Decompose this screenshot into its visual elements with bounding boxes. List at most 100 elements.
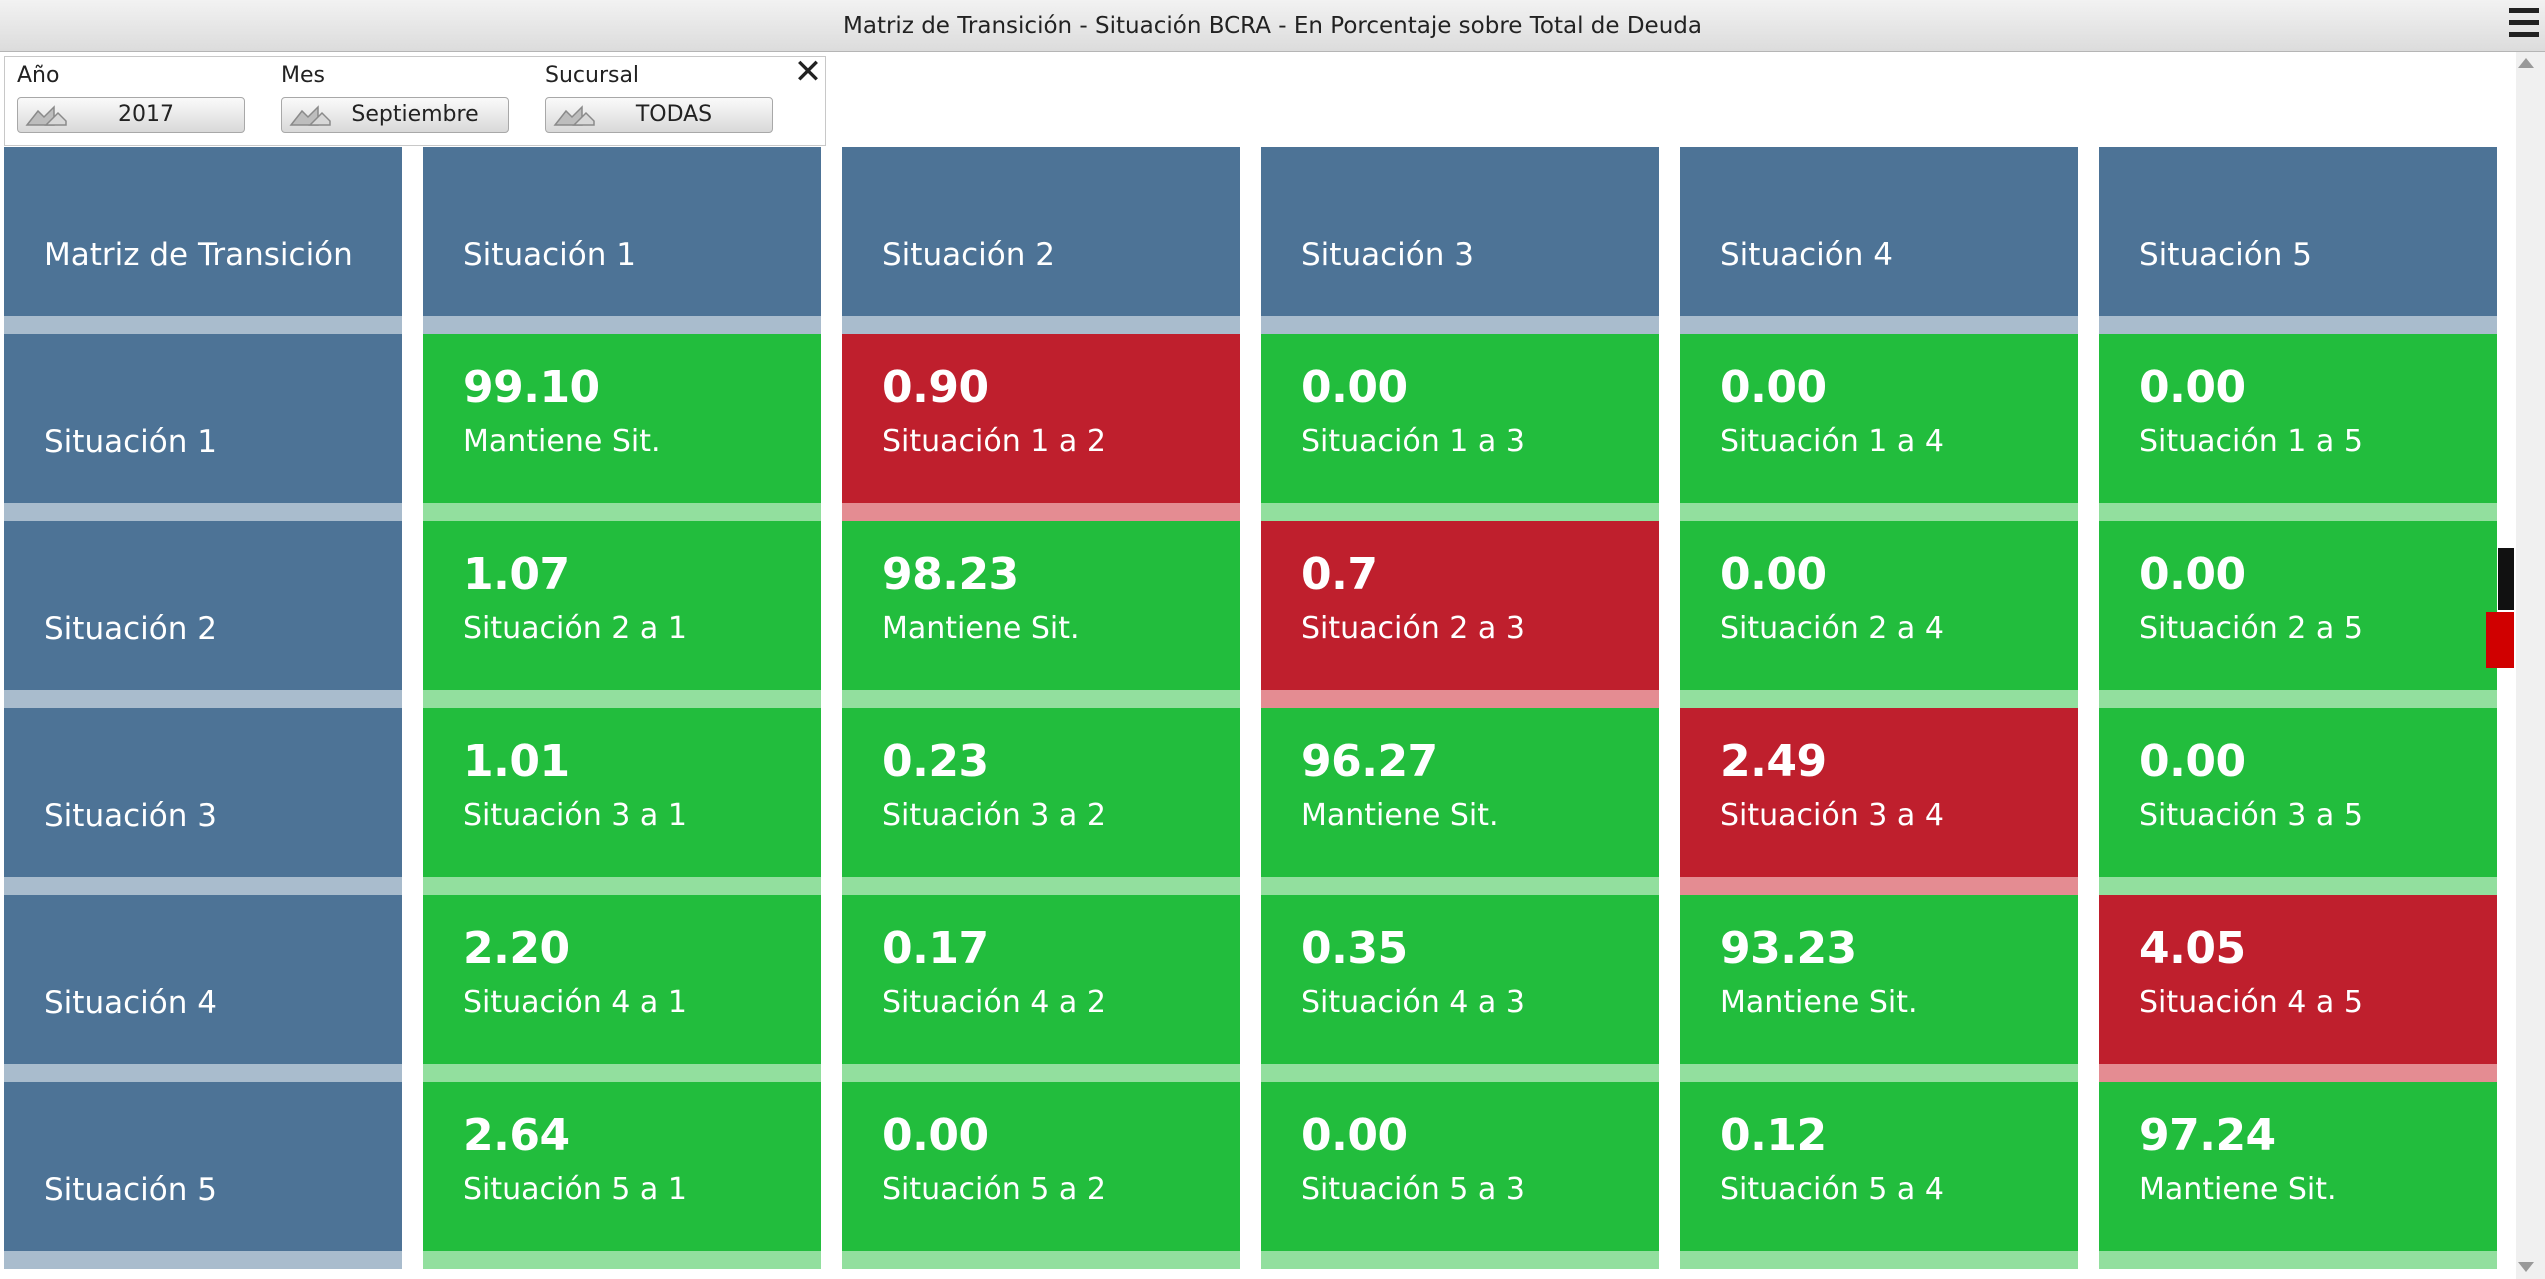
month-value: Septiembre xyxy=(351,102,479,127)
cell-caption: Situación 3 a 1 xyxy=(463,798,687,833)
column-header: Situación 4 xyxy=(1680,147,2078,334)
matrix-cell[interactable]: 99.10 Mantiene Sit. xyxy=(423,334,821,521)
column-header-label: Situación 3 xyxy=(1301,237,1474,273)
matrix-cell[interactable]: 2.64 Situación 5 a 1 xyxy=(423,1082,821,1269)
matrix-cell[interactable]: 97.24 Mantiene Sit. xyxy=(2099,1082,2497,1269)
column-header-label: Situación 1 xyxy=(463,237,636,273)
matrix-cell[interactable]: 0.00 Situación 5 a 3 xyxy=(1261,1082,1659,1269)
cell-value: 93.23 xyxy=(1720,923,1857,974)
matrix-cell[interactable]: 2.49 Situación 3 a 4 xyxy=(1680,708,2078,895)
cell-underline xyxy=(423,1064,821,1082)
matrix-cell[interactable]: 0.7 Situación 2 a 3 xyxy=(1261,521,1659,708)
cell-caption: Mantiene Sit. xyxy=(1720,985,1918,1020)
scroll-thumb[interactable] xyxy=(2498,548,2514,610)
row-header: Situación 5 xyxy=(4,1082,402,1269)
cell-caption: Situación 5 a 2 xyxy=(882,1172,1106,1207)
header-underline xyxy=(4,503,402,521)
cell-value: 98.23 xyxy=(882,549,1019,600)
matrix-cell[interactable]: 98.23 Mantiene Sit. xyxy=(842,521,1240,708)
cell-underline xyxy=(2099,503,2497,521)
cell-underline xyxy=(1261,503,1659,521)
matrix-cell[interactable]: 4.05 Situación 4 a 5 xyxy=(2099,895,2497,1082)
matrix-cell[interactable]: 96.27 Mantiene Sit. xyxy=(1261,708,1659,895)
row-header-label: Situación 4 xyxy=(44,985,217,1021)
matrix-corner-header: Matriz de Transición xyxy=(4,147,402,334)
close-icon[interactable]: ✕ xyxy=(793,52,823,92)
year-value: 2017 xyxy=(118,102,174,127)
branch-value: TODAS xyxy=(635,102,713,127)
matrix-cell[interactable]: 0.00 Situación 1 a 3 xyxy=(1261,334,1659,521)
cell-value: 0.00 xyxy=(1720,549,1827,600)
cell-underline xyxy=(1680,1251,2078,1269)
cell-caption: Situación 5 a 4 xyxy=(1720,1172,1944,1207)
cell-underline xyxy=(2099,1064,2497,1082)
row-header-label: Situación 2 xyxy=(44,611,217,647)
month-select[interactable]: Septiembre xyxy=(281,97,509,133)
cell-caption: Situación 2 a 3 xyxy=(1301,611,1525,646)
matrix-cell[interactable]: 1.07 Situación 2 a 1 xyxy=(423,521,821,708)
hamburger-menu-icon[interactable] xyxy=(2507,6,2541,44)
column-header: Situación 5 xyxy=(2099,147,2497,334)
matrix-cell[interactable]: 0.17 Situación 4 a 2 xyxy=(842,895,1240,1082)
header-underline xyxy=(423,316,821,334)
matrix-cell[interactable]: 0.00 Situación 3 a 5 xyxy=(2099,708,2497,895)
matrix-cell[interactable]: 0.00 Situación 2 a 5 xyxy=(2099,521,2497,708)
cell-caption: Situación 4 a 5 xyxy=(2139,985,2363,1020)
cell-value: 0.12 xyxy=(1720,1110,1827,1161)
cell-underline xyxy=(1680,690,2078,708)
filter-select-icon xyxy=(553,105,595,126)
matrix-cell[interactable]: 0.00 Situación 1 a 4 xyxy=(1680,334,2078,521)
matrix-cell[interactable]: 0.90 Situación 1 a 2 xyxy=(842,334,1240,521)
cell-caption: Mantiene Sit. xyxy=(1301,798,1499,833)
header-underline xyxy=(1680,316,2078,334)
matrix-cell[interactable]: 93.23 Mantiene Sit. xyxy=(1680,895,2078,1082)
row-header: Situación 4 xyxy=(4,895,402,1082)
cell-value: 4.05 xyxy=(2139,923,2246,974)
header-underline xyxy=(4,690,402,708)
cell-underline xyxy=(2099,690,2497,708)
cell-caption: Situación 2 a 5 xyxy=(2139,611,2363,646)
filters-panel: Año 2017 Mes Septiembre Sucursal TODAS ✕ xyxy=(4,52,826,146)
cell-value: 2.49 xyxy=(1720,736,1827,787)
cell-caption: Mantiene Sit. xyxy=(463,424,661,459)
row-header-label: Situación 5 xyxy=(44,1172,217,1208)
vertical-scrollbar[interactable] xyxy=(2516,52,2545,1279)
cell-caption: Situación 1 a 4 xyxy=(1720,424,1944,459)
matrix-cell[interactable]: 0.35 Situación 4 a 3 xyxy=(1261,895,1659,1082)
matrix-cell[interactable]: 0.12 Situación 5 a 4 xyxy=(1680,1082,2078,1269)
cell-underline xyxy=(1680,1064,2078,1082)
scroll-down-arrow-icon[interactable] xyxy=(2518,1262,2534,1272)
cell-caption: Situación 1 a 3 xyxy=(1301,424,1525,459)
matrix-cell[interactable]: 1.01 Situación 3 a 1 xyxy=(423,708,821,895)
scroll-up-arrow-icon[interactable] xyxy=(2518,58,2534,68)
cell-value: 99.10 xyxy=(463,362,600,413)
cell-underline xyxy=(2099,1251,2497,1269)
scroll-position-marker xyxy=(2486,612,2514,668)
row-header-label: Situación 3 xyxy=(44,798,217,834)
cell-value: 0.17 xyxy=(882,923,989,974)
cell-value: 0.00 xyxy=(2139,549,2246,600)
month-label: Mes xyxy=(281,63,325,88)
row-header: Situación 2 xyxy=(4,521,402,708)
matrix-cell[interactable]: 0.23 Situación 3 a 2 xyxy=(842,708,1240,895)
cell-caption: Situación 1 a 2 xyxy=(882,424,1106,459)
matrix-cell[interactable]: 2.20 Situación 4 a 1 xyxy=(423,895,821,1082)
cell-underline xyxy=(842,503,1240,521)
matrix-cell[interactable]: 0.00 Situación 1 a 5 xyxy=(2099,334,2497,521)
cell-value: 0.35 xyxy=(1301,923,1408,974)
row-header: Situación 1 xyxy=(4,334,402,521)
cell-caption: Situación 2 a 1 xyxy=(463,611,687,646)
cell-value: 0.00 xyxy=(2139,362,2246,413)
branch-select[interactable]: TODAS xyxy=(545,97,773,133)
cell-caption: Situación 3 a 4 xyxy=(1720,798,1944,833)
cell-underline xyxy=(1680,877,2078,895)
matrix-cell[interactable]: 0.00 Situación 2 a 4 xyxy=(1680,521,2078,708)
cell-underline xyxy=(842,1251,1240,1269)
year-select[interactable]: 2017 xyxy=(17,97,245,133)
matrix-cell[interactable]: 0.00 Situación 5 a 2 xyxy=(842,1082,1240,1269)
cell-underline xyxy=(842,690,1240,708)
cell-underline xyxy=(423,503,821,521)
cell-underline xyxy=(1261,877,1659,895)
cell-value: 0.23 xyxy=(882,736,989,787)
cell-caption: Situación 1 a 5 xyxy=(2139,424,2363,459)
